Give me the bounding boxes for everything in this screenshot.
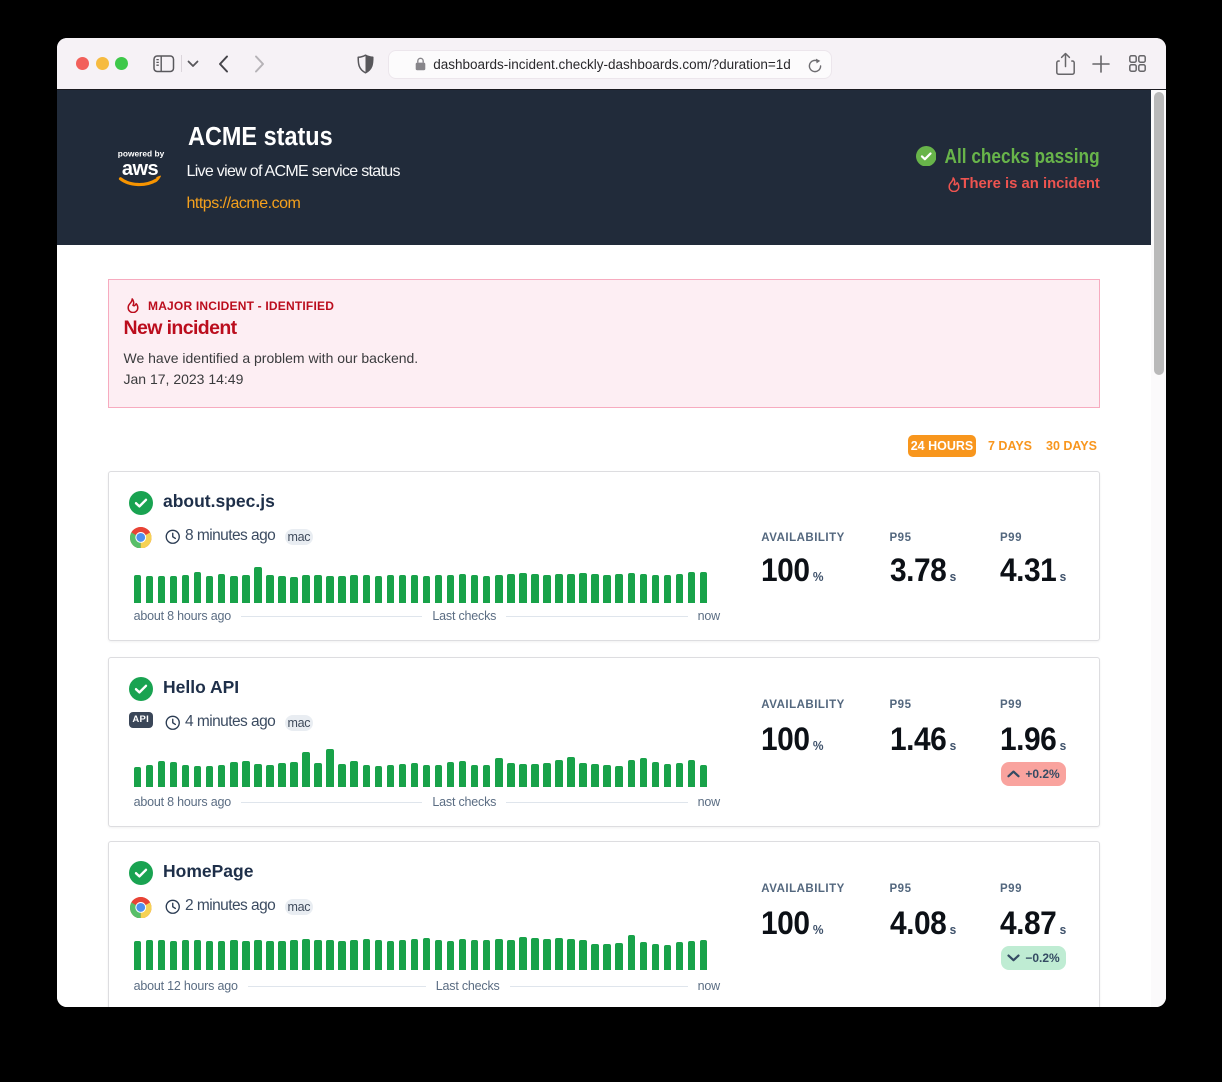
svg-text:aws: aws bbox=[122, 158, 159, 180]
svg-text:powered by: powered by bbox=[118, 149, 165, 159]
